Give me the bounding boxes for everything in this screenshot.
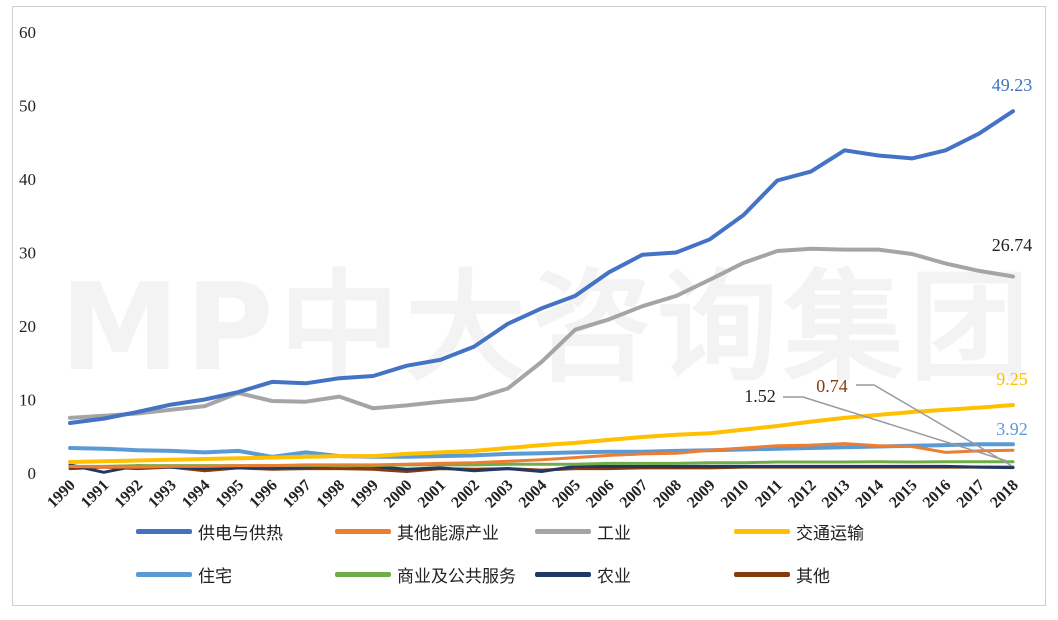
legend-item-住宅: 住宅 [136, 562, 232, 587]
x-tick-label-2012: 2012 [785, 477, 820, 512]
legend-swatch [335, 572, 391, 577]
data-label-9.25: 9.25 [996, 369, 1028, 389]
series-line-住宅 [68, 442, 1015, 459]
y-tick-label-10: 10 [19, 391, 36, 410]
x-tick-label-2017: 2017 [954, 477, 989, 512]
x-tick-label-2006: 2006 [583, 477, 618, 512]
legend-item-商业及公共服务: 商业及公共服务 [335, 562, 516, 587]
legend-label: 交通运输 [796, 524, 864, 544]
x-tick-label-2005: 2005 [549, 477, 584, 512]
x-tick-label-1999: 1999 [347, 477, 382, 512]
legend-item-供电与供热: 供电与供热 [136, 519, 283, 544]
x-tick-label-2004: 2004 [516, 477, 551, 512]
x-tick-label-1994: 1994 [179, 477, 214, 512]
x-tick-label-2014: 2014 [852, 477, 887, 512]
series-lines [68, 109, 1015, 474]
data-label-49.23: 49.23 [992, 75, 1033, 95]
x-tick-label-2016: 2016 [920, 477, 955, 512]
data-label-1.52: 1.52 [744, 386, 776, 406]
series-line-供电与供热 [68, 109, 1015, 425]
x-tick-label-2009: 2009 [684, 477, 719, 512]
legend-item-交通运输: 交通运输 [734, 519, 864, 544]
legend-swatch [535, 529, 591, 534]
series-line-农业 [68, 463, 1015, 474]
legend-swatch [734, 572, 790, 577]
data-label-0.74: 0.74 [816, 376, 848, 396]
legend-label: 农业 [597, 567, 631, 587]
y-tick-label-50: 50 [19, 97, 36, 116]
x-axis: 1990 1991 1992 1993 1994 1995 1996 1997 1998 1999… [44, 477, 1022, 512]
legend-item-其他能源产业: 其他能源产业 [335, 519, 499, 544]
x-tick-label-2018: 2018 [987, 477, 1022, 512]
x-tick-label-2003: 2003 [482, 477, 517, 512]
x-tick-label-2002: 2002 [448, 477, 483, 512]
legend-item-农业: 农业 [535, 562, 631, 587]
legend-label: 商业及公共服务 [397, 567, 516, 587]
legend-label: 住宅 [198, 567, 232, 587]
y-tick-label-40: 40 [19, 170, 36, 189]
legend-item-工业: 工业 [535, 519, 631, 544]
data-label-3.92: 3.92 [996, 419, 1028, 439]
y-axis: 0 10 20 30 40 50 60 [19, 23, 36, 483]
y-tick-label-60: 60 [19, 23, 36, 42]
chart-frame [12, 6, 1046, 606]
watermark-text: MP中大咨询集团 [60, 230, 1029, 404]
x-tick-label-2008: 2008 [650, 477, 685, 512]
x-tick-label-2011: 2011 [752, 477, 786, 511]
x-tick-label-2013: 2013 [819, 477, 854, 512]
legend-label: 工业 [597, 524, 631, 544]
x-tick-label-1998: 1998 [314, 477, 349, 512]
x-tick-label-1997: 1997 [280, 477, 315, 512]
x-tick-label-1996: 1996 [246, 477, 281, 512]
legend-label: 其他能源产业 [397, 524, 499, 544]
leader-line-1.52 [783, 396, 1011, 463]
x-tick-label-1992: 1992 [112, 477, 147, 512]
legend-swatch [734, 529, 790, 534]
x-tick-label-1995: 1995 [213, 477, 248, 512]
legend-swatch [335, 529, 391, 534]
legend-label: 供电与供热 [198, 524, 283, 544]
y-tick-label-0: 0 [28, 464, 37, 483]
x-tick-label-2015: 2015 [886, 477, 921, 512]
legend-swatch [535, 572, 591, 577]
legend-swatch [136, 529, 192, 534]
x-tick-label-1993: 1993 [145, 477, 180, 512]
y-tick-label-30: 30 [19, 244, 36, 263]
series-line-交通运输 [68, 403, 1015, 464]
x-tick-label-1990: 1990 [44, 477, 79, 512]
series-line-工业 [68, 246, 1015, 420]
legend-swatch [136, 572, 192, 577]
legend-item-其他: 其他 [734, 562, 830, 587]
x-tick-label-2000: 2000 [381, 477, 416, 512]
data-labels: 49.23 26.74 9.25 3.92 1.52 0.74 [744, 75, 1033, 467]
series-line-其他能源产业 [68, 442, 1015, 469]
x-tick-label-2001: 2001 [415, 477, 450, 512]
legend-label: 其他 [796, 567, 830, 587]
data-label-26.74: 26.74 [992, 235, 1033, 255]
y-tick-label-20: 20 [19, 317, 36, 336]
x-tick-label-2010: 2010 [718, 477, 753, 512]
leader-line-0.74 [856, 384, 1013, 467]
x-tick-label-2007: 2007 [617, 477, 652, 512]
x-tick-label-1991: 1991 [78, 477, 113, 512]
